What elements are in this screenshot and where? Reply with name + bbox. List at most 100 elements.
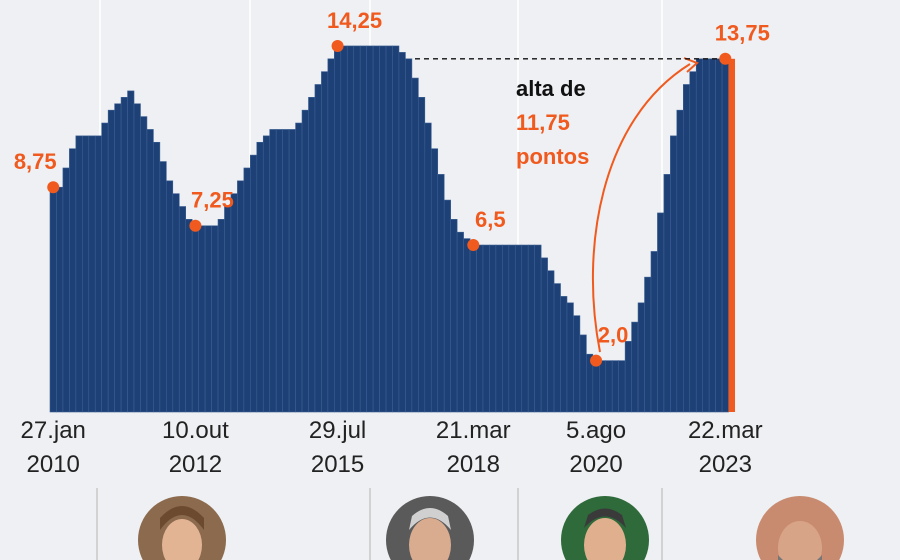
point: [467, 239, 480, 252]
bar: [185, 219, 193, 413]
bar: [683, 84, 691, 413]
bar: [243, 167, 251, 413]
bar: [172, 193, 180, 413]
bar: [482, 244, 490, 413]
bar: [411, 77, 419, 413]
bar: [237, 180, 245, 413]
bar: [624, 341, 632, 413]
bar: [327, 58, 335, 413]
bar: [385, 45, 393, 413]
x-tick-label: 5.ago 2020: [566, 417, 627, 478]
bar: [314, 84, 322, 413]
point: [331, 39, 344, 52]
bar: [618, 360, 626, 413]
value-label: 6,5: [475, 207, 506, 232]
bar: [611, 360, 619, 413]
bar: [644, 276, 652, 413]
bar: [49, 186, 57, 413]
bar: [676, 109, 684, 413]
bar: [366, 45, 374, 413]
point: [189, 219, 202, 232]
annotation: alta de 11,75 pontos: [516, 72, 589, 174]
bar: [430, 148, 439, 413]
bar: [463, 238, 471, 413]
bar: [334, 45, 342, 413]
bar: [198, 225, 206, 413]
arrow: [591, 63, 691, 353]
bar: [353, 45, 361, 413]
bar: [275, 129, 283, 413]
bar: [133, 103, 141, 413]
bar: [605, 360, 613, 413]
bar: [657, 212, 665, 413]
bar: [502, 244, 510, 413]
bar: [159, 161, 167, 413]
separators: [96, 488, 663, 560]
bar: [650, 251, 658, 413]
bar: [211, 225, 219, 413]
bar: [101, 122, 109, 413]
bar: [166, 180, 174, 413]
bar: [547, 270, 555, 413]
bar: [217, 219, 225, 413]
bar: [566, 302, 574, 413]
bar: [392, 45, 400, 413]
bar: [437, 174, 445, 413]
bar: [256, 141, 264, 413]
photos: [138, 496, 844, 560]
bar: [140, 116, 148, 413]
bar: [250, 154, 258, 413]
bar: [702, 58, 710, 413]
bar: [715, 58, 723, 413]
point: [719, 52, 732, 65]
value-label: 14,25: [327, 8, 382, 33]
bar: [153, 141, 161, 413]
bar: [573, 315, 581, 413]
bar: [120, 97, 128, 413]
bar: [114, 103, 122, 413]
bar: [308, 97, 316, 413]
bar: [663, 174, 671, 413]
x-tick-label: 21.mar 2018: [435, 417, 511, 478]
annotation-line: alta de: [516, 76, 586, 101]
bar: [418, 97, 426, 413]
x-tick-label: 29.jul 2015: [308, 417, 367, 478]
bar: [456, 231, 464, 413]
bar: [321, 71, 329, 413]
bar: [146, 129, 154, 413]
bar: [689, 71, 697, 413]
annotation-line: 11,75: [516, 110, 570, 135]
point: [590, 354, 603, 367]
bar: [282, 129, 290, 413]
x-tick-label: 22.mar 2023: [687, 417, 763, 478]
bar: [598, 360, 607, 413]
bar: [443, 199, 451, 413]
arrow-head: [683, 57, 699, 73]
bar: [398, 52, 406, 413]
bar: [508, 244, 516, 413]
bar: [489, 244, 497, 413]
bar: [204, 225, 212, 413]
point: [47, 181, 60, 194]
x-tick-label: 10.out 2012: [162, 417, 229, 478]
bar: [721, 58, 729, 413]
bar: [540, 257, 548, 413]
bar: [340, 45, 348, 413]
x-tick-label: 27.jan 2010: [20, 417, 86, 478]
bar: [553, 283, 561, 413]
bar: [592, 360, 600, 413]
bar: [521, 244, 529, 413]
bar: [372, 45, 380, 413]
bar: [631, 321, 639, 413]
bar: [269, 129, 277, 413]
bar: [69, 148, 77, 413]
bar: [424, 122, 432, 413]
bar: [178, 206, 187, 413]
bar: [469, 244, 477, 413]
bar: [637, 302, 645, 413]
value-label: 8,75: [14, 149, 57, 174]
bar: [670, 135, 678, 413]
bar: [379, 45, 387, 413]
